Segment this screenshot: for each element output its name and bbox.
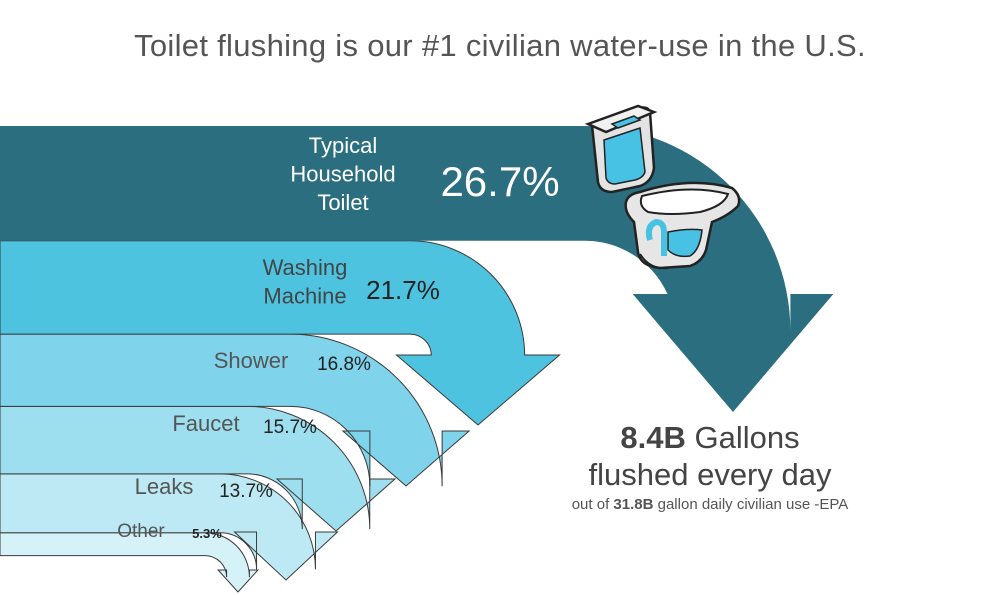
summary-line2: flushed every day xyxy=(588,457,832,492)
chart-title: Toilet flushing is our #1 civilian water… xyxy=(134,28,866,63)
summary-amount-unit: Gallons xyxy=(694,420,800,455)
summary-source-post: gallon daily civilian use -EPA xyxy=(657,496,849,513)
category-label-1-line-1: Typical xyxy=(309,133,377,158)
summary-amount-value: 8.4B xyxy=(620,420,686,455)
category-label-5-line-1: Leaks xyxy=(135,474,194,499)
summary-amount: 8.4B Gallons xyxy=(560,420,860,456)
category-label-3-line-1: Shower xyxy=(214,348,289,373)
flow-arrow-4 xyxy=(0,405,397,532)
flow-arrow-5 xyxy=(0,473,339,581)
category-label-2-line-1: Washing xyxy=(263,255,348,280)
flow-arrow-3 xyxy=(0,333,471,487)
summary-source-pre: out of xyxy=(571,496,610,513)
value-label-1: 26.7% xyxy=(440,158,559,205)
value-label-6: 5.3% xyxy=(192,526,222,541)
category-label-6-line-1: Other xyxy=(117,521,165,542)
labels-layer: Typical Household Toilet 26.7% Washing Machin… xyxy=(117,133,559,542)
flow-arrow-6 xyxy=(0,532,260,593)
summary-source-amount: 31.8B xyxy=(613,496,654,513)
value-label-5: 13.7% xyxy=(219,481,273,502)
category-label-4-line-1: Faucet xyxy=(172,411,239,436)
toilet-icon xyxy=(584,104,741,270)
category-label-1-line-2: Household xyxy=(290,162,395,187)
arrows-layer xyxy=(0,126,834,593)
flow-arrow-2 xyxy=(0,240,561,426)
value-label-2: 21.7% xyxy=(366,275,440,305)
value-label-4: 15.7% xyxy=(263,417,317,438)
category-label-1-line-3: Toilet xyxy=(317,190,368,215)
flow-arrow-1 xyxy=(0,126,834,412)
summary-source: out of 31.8B gallon daily civilian use -… xyxy=(540,496,880,513)
value-label-3: 16.8% xyxy=(317,354,371,375)
category-label-2-line-2: Machine xyxy=(263,284,346,309)
